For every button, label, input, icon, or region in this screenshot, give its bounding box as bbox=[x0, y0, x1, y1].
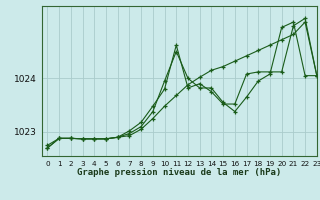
X-axis label: Graphe pression niveau de la mer (hPa): Graphe pression niveau de la mer (hPa) bbox=[77, 168, 281, 177]
